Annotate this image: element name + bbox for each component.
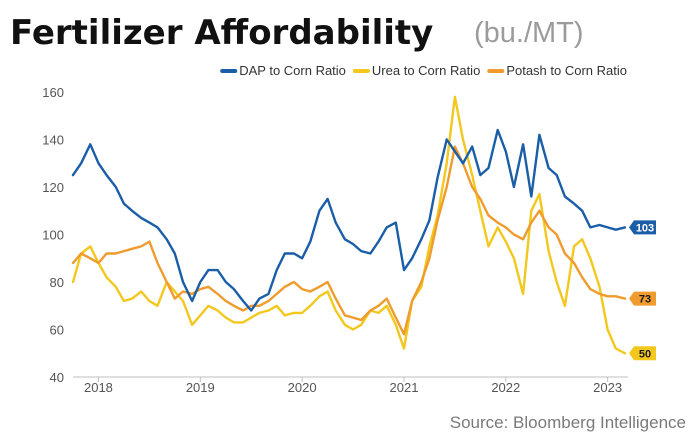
x-tick-label: 2018 xyxy=(84,380,113,395)
end-label-urea-to-corn-ratio: 50 xyxy=(629,346,656,361)
chart-title: Fertilizer Affordability xyxy=(10,13,433,53)
y-tick-label: 40 xyxy=(50,370,64,385)
x-axis: 2018 2019 2020 2021 2022 2023 xyxy=(84,377,622,395)
legend-label: Potash to Corn Ratio xyxy=(506,63,627,78)
legend-label: DAP to Corn Ratio xyxy=(239,63,346,78)
y-axis: 40 60 80 100 120 140 160 xyxy=(42,85,64,385)
end-label-value: 103 xyxy=(636,222,654,234)
x-tick-label: 2021 xyxy=(390,380,419,395)
chart-legend: Potash to Corn Ratio Urea to Corn Ratio DA… xyxy=(220,63,627,78)
source-note: Source: Bloomberg Intelligence xyxy=(450,413,686,432)
y-tick-label: 160 xyxy=(42,85,64,100)
series-lines xyxy=(71,95,627,355)
x-tick-label: 2023 xyxy=(593,380,622,395)
end-label-value: 73 xyxy=(639,294,651,306)
y-tick-label: 140 xyxy=(42,133,64,148)
end-label-dap-to-corn-ratio: 103 xyxy=(629,220,656,235)
end-value-labels: 103 50 73 xyxy=(629,220,656,361)
x-tick-label: 2020 xyxy=(288,380,317,395)
y-tick-label: 100 xyxy=(42,228,64,243)
end-label-badge xyxy=(629,346,656,361)
end-label-value: 50 xyxy=(639,348,651,360)
end-label-potash-to-corn-ratio: 73 xyxy=(629,291,656,306)
series-line-urea-to-corn-ratio xyxy=(71,95,627,355)
y-tick-label: 80 xyxy=(50,275,64,290)
chart-unit-subtitle: (bu./MT) xyxy=(474,17,584,49)
x-tick-label: 2022 xyxy=(491,380,520,395)
end-label-badge xyxy=(629,220,656,235)
y-tick-label: 60 xyxy=(50,323,64,338)
legend-label: Urea to Corn Ratio xyxy=(372,63,480,78)
y-tick-label: 120 xyxy=(42,180,64,195)
series-line-dap-to-corn-ratio xyxy=(71,128,627,312)
series-line-potash-to-corn-ratio xyxy=(71,145,627,336)
x-tick-label: 2019 xyxy=(186,380,215,395)
end-label-badge xyxy=(629,291,656,306)
